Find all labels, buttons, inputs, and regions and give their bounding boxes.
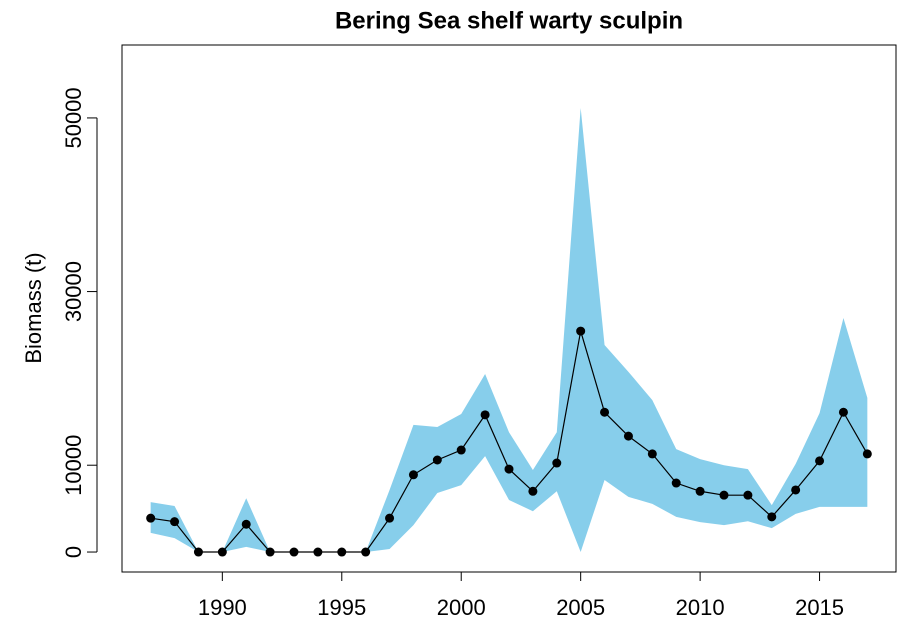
chart-title: Bering Sea shelf warty sculpin bbox=[335, 7, 683, 34]
y-tick-label: 10000 bbox=[61, 435, 86, 496]
point bbox=[241, 519, 251, 529]
point bbox=[600, 407, 610, 417]
y-tick-label: 50000 bbox=[61, 87, 86, 148]
point bbox=[623, 431, 633, 441]
point bbox=[815, 456, 825, 466]
x-tick-label: 2005 bbox=[556, 595, 605, 620]
x-tick-label: 2015 bbox=[795, 595, 844, 620]
point bbox=[528, 486, 538, 496]
point bbox=[146, 513, 156, 523]
point bbox=[504, 464, 514, 474]
confidence-band bbox=[150, 107, 868, 553]
point bbox=[170, 517, 180, 527]
point bbox=[767, 512, 777, 522]
point bbox=[838, 407, 848, 417]
point bbox=[743, 490, 753, 500]
point bbox=[791, 485, 801, 495]
point bbox=[217, 547, 227, 557]
point bbox=[361, 547, 371, 557]
x-tick-label: 2000 bbox=[437, 595, 486, 620]
y-axis-label: Biomass (t) bbox=[21, 252, 46, 363]
point bbox=[385, 513, 395, 523]
point bbox=[408, 470, 418, 480]
point bbox=[432, 455, 442, 465]
point bbox=[647, 449, 657, 459]
point bbox=[552, 458, 562, 468]
point bbox=[695, 486, 705, 496]
point bbox=[480, 410, 490, 420]
y-tick-label: 30000 bbox=[61, 261, 86, 322]
y-tick-label: 0 bbox=[61, 546, 86, 558]
point bbox=[289, 547, 299, 557]
point bbox=[719, 490, 729, 500]
point bbox=[576, 326, 586, 336]
point bbox=[456, 445, 466, 455]
x-tick-label: 1990 bbox=[198, 595, 247, 620]
point bbox=[862, 449, 872, 459]
point bbox=[193, 547, 203, 557]
point bbox=[337, 547, 347, 557]
point bbox=[313, 547, 323, 557]
x-tick-label: 1995 bbox=[317, 595, 366, 620]
x-tick-label: 2010 bbox=[676, 595, 725, 620]
point bbox=[671, 478, 681, 488]
point bbox=[265, 547, 275, 557]
